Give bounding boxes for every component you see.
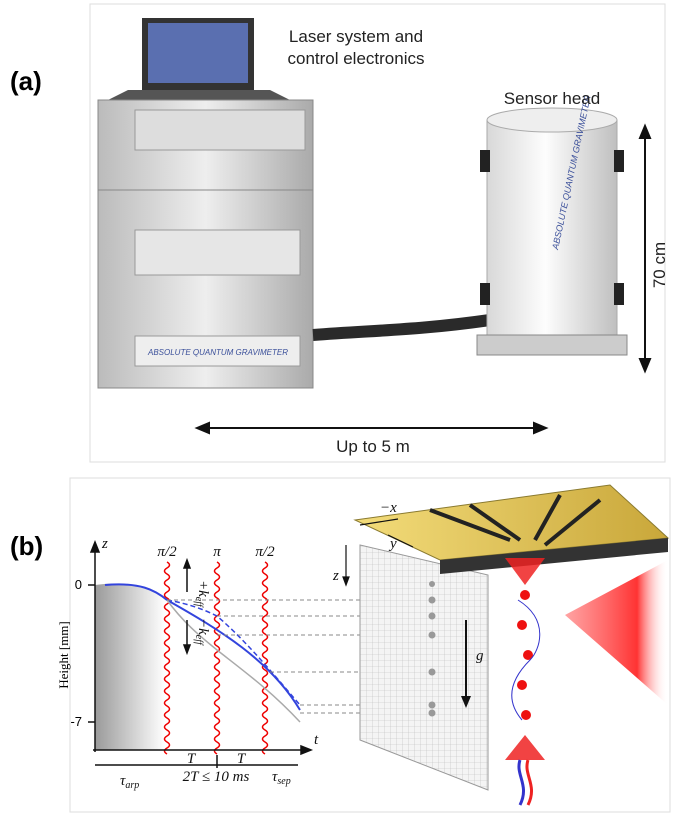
tau: τ: [120, 773, 126, 789]
sensor-head-photo: ABSOLUTE QUANTUM GRAVIMETER: [476, 94, 628, 356]
y-tick-label: -7: [70, 714, 82, 729]
k-symbol: +k: [195, 580, 211, 597]
k-subscript: eff: [193, 635, 204, 646]
timing-label: T: [187, 751, 197, 767]
laser-pulse: [163, 561, 171, 755]
timing-label: τarp: [120, 773, 139, 791]
gravity-arrow: [461, 696, 471, 708]
laser-beam: [505, 558, 545, 585]
atom-chip: [440, 538, 668, 574]
atom-images: [428, 581, 436, 717]
caption: Sensor head: [504, 89, 600, 108]
axis-label: z: [101, 536, 108, 552]
laser-beam: [565, 560, 668, 705]
timing-label: 2T ≤ 10 ms: [183, 769, 250, 785]
trajectory: [104, 583, 301, 711]
wavepacket-path: [525, 759, 534, 806]
k-label: −keff: [193, 618, 211, 646]
cable: [312, 314, 491, 341]
timing-label: τsep: [272, 769, 291, 787]
axes: [88, 539, 314, 768]
laser-rack-photo: ABSOLUTE QUANTUM GRAVIMETER: [97, 18, 314, 389]
pulses: [163, 561, 269, 755]
tau-subscript: sep: [277, 776, 290, 787]
chip-axes: [342, 518, 414, 587]
k-label: +keff: [193, 580, 211, 608]
laser-pulse: [213, 561, 221, 755]
dimension-arrows: [194, 123, 652, 435]
tau-subscript: arp: [125, 780, 139, 791]
axis-label: −x: [380, 500, 397, 516]
loading-region: [95, 583, 165, 750]
wavepacket-path: [511, 599, 541, 721]
caption: Up to 5 m: [336, 437, 410, 456]
gravity-label: g: [476, 648, 484, 664]
axis-label: y: [388, 536, 397, 552]
caption: Laser system and: [289, 27, 423, 46]
panel-label: (b): [10, 531, 43, 561]
timing-label: T: [237, 751, 247, 767]
caption: 70 cm: [650, 242, 669, 288]
laser-pulse: [261, 561, 269, 755]
trajectory: [166, 599, 301, 723]
chip-wires: [429, 494, 602, 547]
panel-label: (a): [10, 66, 42, 96]
svg-text:ABSOLUTE QUANTUM GRAVIMETER: ABSOLUTE QUANTUM GRAVIMETER: [147, 348, 288, 357]
pulse-label: π/2: [255, 544, 275, 560]
k-subscript: eff: [193, 597, 204, 608]
k-symbol: −k: [195, 618, 211, 635]
pulse-label: π: [213, 544, 221, 560]
axis-label: t: [314, 732, 319, 748]
laser-beam: [505, 735, 545, 760]
axis-title: Height [mm]: [56, 621, 71, 689]
pulse-label: π/2: [157, 544, 177, 560]
axis-label: z: [332, 568, 339, 584]
y-tick-label: 0: [75, 577, 82, 592]
atom-cloud: [517, 590, 533, 720]
wavepacket-path: [517, 759, 526, 806]
tau: τ: [272, 769, 278, 785]
caption: control electronics: [287, 49, 424, 68]
